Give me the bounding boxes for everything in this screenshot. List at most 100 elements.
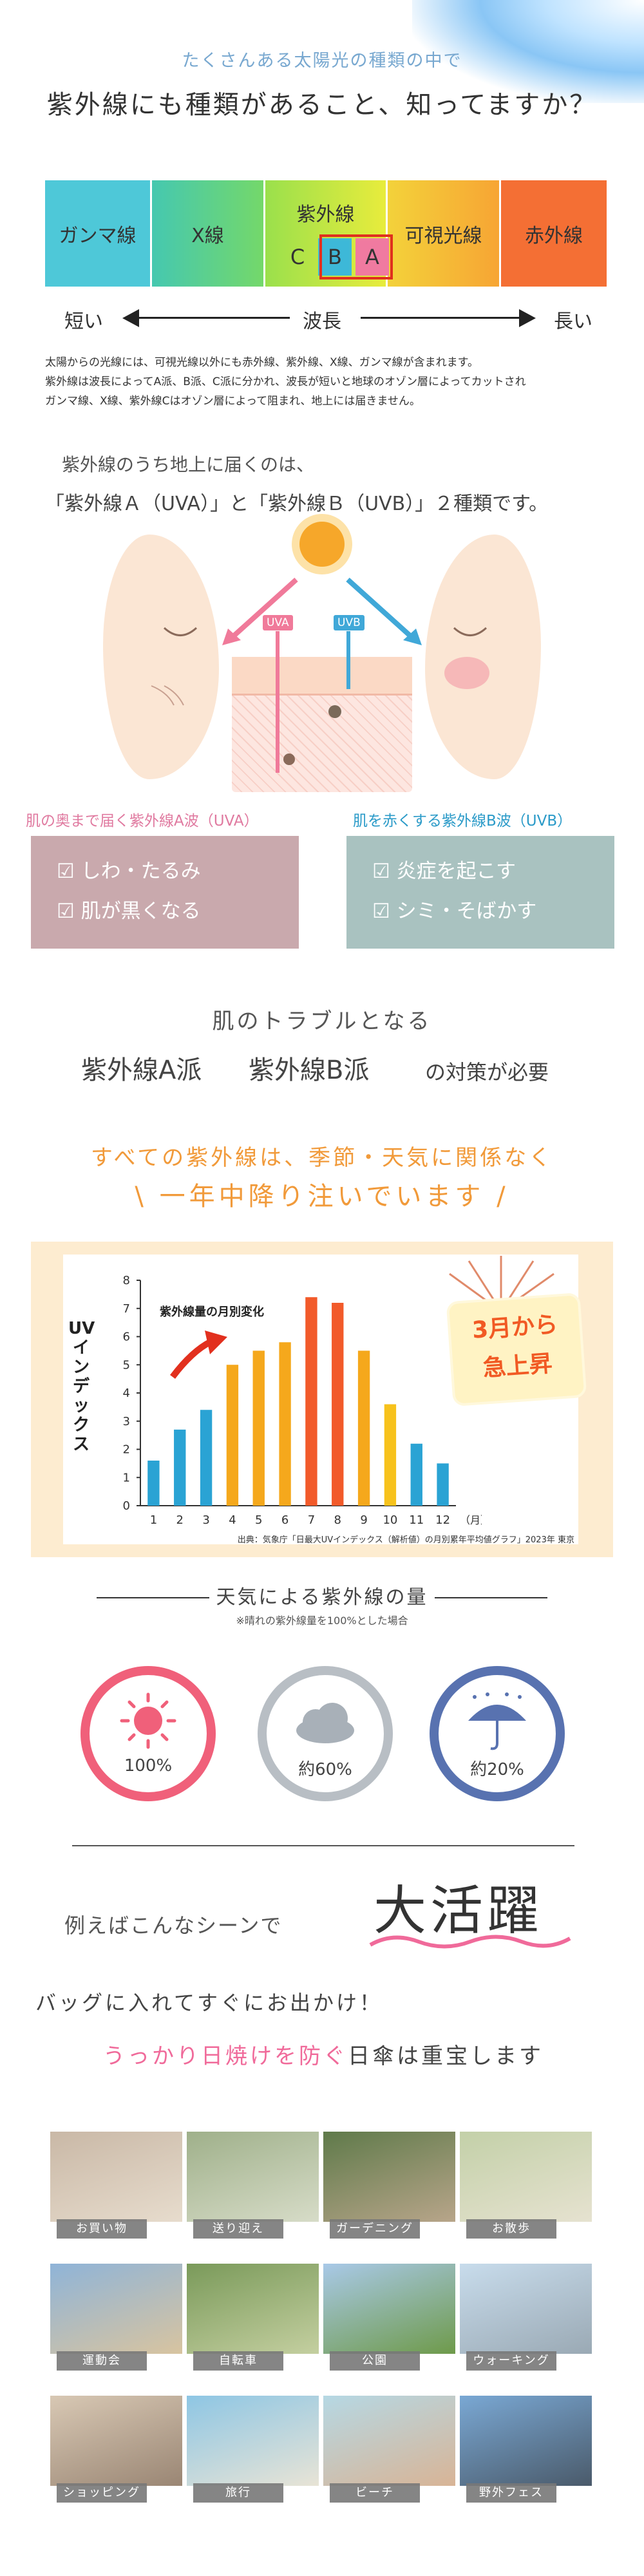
chart-bar bbox=[174, 1429, 186, 1506]
uv-band-a: A bbox=[355, 238, 389, 276]
photo-image bbox=[187, 2132, 319, 2222]
usage-photo: ガーデニング bbox=[323, 2132, 455, 2242]
usage-photo: ウォーキング bbox=[460, 2264, 592, 2374]
uvb-effect-item: ☑ 炎症を起こす bbox=[372, 851, 589, 891]
x-tick-label: 3 bbox=[202, 1513, 209, 1527]
scene-line2-rest: 日傘は重宝します bbox=[348, 2043, 544, 2069]
uva-effect-text: 肌が黒くなる bbox=[80, 900, 201, 923]
usage-photo: お買い物 bbox=[50, 2132, 182, 2242]
explanation-line: ガンマ線、X線、紫外線Cはオゾン層によって阻まれ、地上には届きません。 bbox=[45, 395, 421, 408]
spectrum-xray: X線 bbox=[152, 180, 265, 287]
heading-rule-left bbox=[97, 1597, 209, 1598]
uvb-label-text: 紫外線B派 bbox=[249, 1056, 370, 1085]
uvb-effect-item: ☑ シミ・そばかす bbox=[372, 891, 589, 931]
spectrum-infrared: 赤外線 bbox=[501, 180, 607, 287]
checkbox-icon: ☑ bbox=[57, 900, 75, 923]
spectrum-explanation: 太陽からの光線には、可視光線以外にも赤外線、紫外線、X線、ガンマ線が含まれます。… bbox=[45, 353, 618, 411]
trouble-title: 肌のトラブルとなる bbox=[212, 1009, 432, 1034]
spectrum-gamma: ガンマ線 bbox=[45, 180, 152, 287]
epidermis-layer bbox=[232, 657, 412, 696]
x-tick-label: 9 bbox=[360, 1513, 367, 1527]
photo-caption: 運動会 bbox=[57, 2351, 147, 2371]
photo-image bbox=[323, 2396, 455, 2486]
usage-photo: お散歩 bbox=[460, 2132, 592, 2242]
uvb-effects-card: ☑ 炎症を起こす ☑ シミ・そばかす bbox=[346, 836, 614, 949]
uva-brush-label: 紫外線A派 bbox=[71, 1046, 211, 1089]
explanation-line: 紫外線は波長によってA派、B派、C派に分かれ、波長が短いと地球のオゾン層によって… bbox=[45, 375, 526, 388]
chart-bar bbox=[252, 1350, 265, 1506]
photo-caption: 公園 bbox=[330, 2351, 420, 2371]
photo-image bbox=[460, 2132, 592, 2222]
weather-sunny-pct: 100% bbox=[124, 1756, 173, 1776]
allyear-line2-text: 一年中降り注いでいます bbox=[159, 1182, 485, 1211]
x-tick-label: 5 bbox=[255, 1513, 262, 1527]
y-tick-label: 1 bbox=[123, 1471, 130, 1484]
y-tick-label: 3 bbox=[123, 1415, 130, 1428]
reach-intro: 紫外線のうち地上に届くのは、 bbox=[62, 454, 315, 475]
photo-caption: ガーデニング bbox=[330, 2219, 420, 2239]
chart-bar bbox=[437, 1463, 449, 1506]
chart-xlabel: （月） bbox=[460, 1514, 482, 1526]
pink-wave-decoration bbox=[369, 1935, 571, 1949]
y-tick-label: 5 bbox=[123, 1358, 130, 1372]
weather-cloudy-pct: 約60% bbox=[298, 1760, 352, 1779]
uvb-effect-text: シミ・そばかす bbox=[396, 900, 537, 923]
uvb-effect-text: 炎症を起こす bbox=[396, 860, 516, 883]
arrow-right-line bbox=[361, 317, 528, 319]
y-tick-label: 0 bbox=[123, 1499, 130, 1513]
umbrella-icon bbox=[468, 1692, 526, 1750]
damage-spot bbox=[328, 705, 341, 718]
photo-caption: 野外フェス bbox=[466, 2483, 556, 2503]
explanation-line: 太陽からの光線には、可視光線以外にも赤外線、紫外線、X線、ガンマ線が含まれます。 bbox=[45, 356, 478, 369]
x-tick-label: 11 bbox=[409, 1513, 424, 1527]
photo-image bbox=[460, 2396, 592, 2486]
photo-caption: ウォーキング bbox=[466, 2351, 556, 2371]
photo-image bbox=[460, 2264, 592, 2354]
face-left-illustration bbox=[103, 535, 219, 779]
x-tick-label: 8 bbox=[334, 1513, 341, 1527]
usage-photo: 公園 bbox=[323, 2264, 455, 2374]
scene-line1: バッグに入れてすぐにお出かけ！ bbox=[35, 1991, 383, 2015]
damage-spot bbox=[283, 753, 295, 765]
usage-photo: 自転車 bbox=[187, 2264, 319, 2374]
photo-image bbox=[50, 2264, 182, 2354]
photo-caption: 旅行 bbox=[193, 2483, 283, 2503]
uv-band-c: C bbox=[290, 245, 305, 269]
uv-arrows bbox=[222, 578, 422, 645]
chart-bar bbox=[279, 1342, 291, 1506]
rise-arrow-head bbox=[205, 1331, 227, 1354]
skin-illustration: UVA UVB bbox=[103, 522, 541, 799]
allyear-line1: すべての紫外線は、季節・天気に関係なく bbox=[90, 1145, 554, 1171]
usage-photo: ショッピング bbox=[50, 2396, 182, 2506]
uva-card-heading: 肌の奥まで届く紫外線A波（UVA） bbox=[26, 813, 259, 829]
uvb-tag: UVB bbox=[334, 615, 365, 630]
uv-band-b: B bbox=[318, 238, 352, 276]
uva-label-text: 紫外線A派 bbox=[81, 1056, 202, 1085]
reach-types: 「紫外線Ａ（UVA）」と「紫外線Ｂ（UVB）」２種類です。 bbox=[45, 493, 549, 515]
uv-ab-highlight-box bbox=[319, 234, 393, 279]
photo-caption: 送り迎え bbox=[193, 2219, 283, 2239]
usage-photo: 運動会 bbox=[50, 2264, 182, 2374]
x-tick-label: 1 bbox=[150, 1513, 157, 1527]
photo-image bbox=[187, 2396, 319, 2486]
photo-caption: ビーチ bbox=[330, 2483, 420, 2503]
sun-icon bbox=[120, 1692, 176, 1749]
usage-photo: 野外フェス bbox=[460, 2396, 592, 2506]
scene-lead: 例えばこんなシーンで bbox=[64, 1913, 283, 1938]
y-tick-label: 7 bbox=[123, 1302, 130, 1316]
header-subtitle: たくさんある太陽光の種類の中で bbox=[182, 51, 462, 71]
checkbox-icon: ☑ bbox=[372, 900, 390, 923]
photo-image bbox=[323, 2132, 455, 2222]
weather-title: 天気による紫外線の量 bbox=[216, 1586, 428, 1609]
y-tick-label: 2 bbox=[123, 1443, 130, 1457]
arrow-left-icon bbox=[122, 309, 139, 327]
sun-glow-decoration bbox=[412, 0, 644, 103]
wavelength-short: 短い bbox=[64, 310, 103, 333]
checkbox-icon: ☑ bbox=[57, 860, 75, 883]
uva-arrow bbox=[276, 631, 279, 773]
page-title: 紫外線にも種類があること、知ってますか？ bbox=[0, 84, 644, 121]
x-tick-label: 4 bbox=[229, 1513, 236, 1527]
weather-sunny-circle: 100% bbox=[80, 1666, 216, 1801]
photo-image bbox=[50, 2396, 182, 2486]
